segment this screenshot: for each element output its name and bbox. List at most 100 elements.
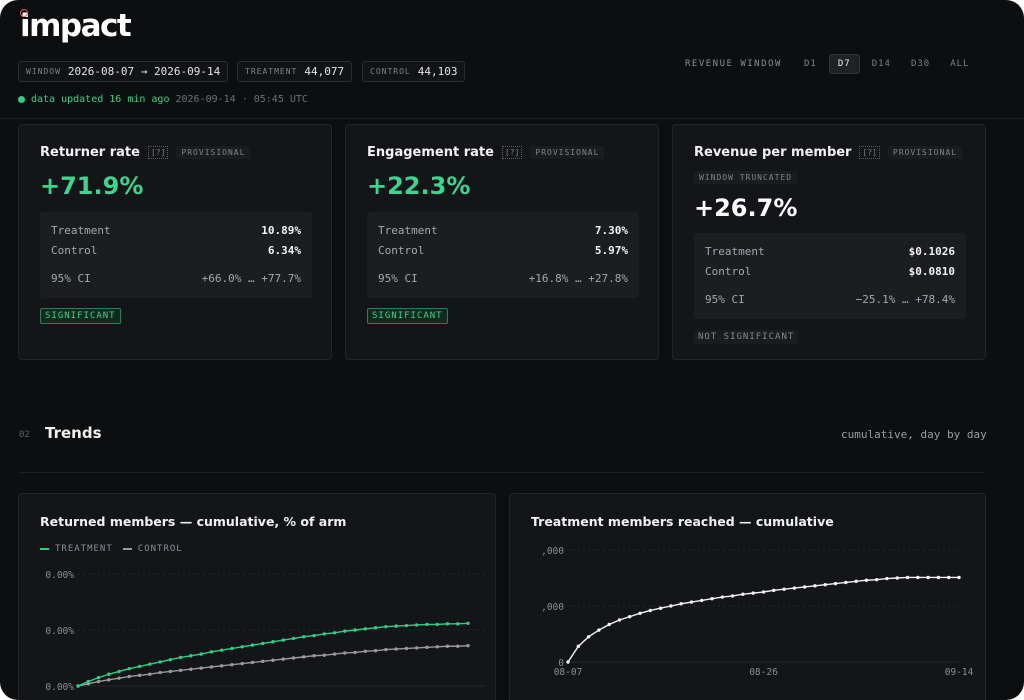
data-point <box>936 575 941 580</box>
data-point <box>158 670 162 675</box>
treatment-row: Treatment 7.30% <box>378 224 628 237</box>
control-value: $0.0810 <box>908 265 955 278</box>
data-point <box>230 646 234 651</box>
treatment-label: Treatment <box>705 245 765 258</box>
control-count-label: CONTROL <box>370 67 411 76</box>
data-point <box>343 629 347 633</box>
ci-row: 95% CI −25.1% … +78.4% <box>705 293 955 306</box>
provisional-tag: PROVISIONAL <box>530 146 605 159</box>
section-note: cumulative, day by day <box>841 428 987 441</box>
data-updated-status: data updated 16 min ago 2026-09-14 · 05:… <box>18 94 308 105</box>
window-truncated-tag: WINDOW TRUNCATED <box>694 171 798 184</box>
data-point <box>353 650 357 655</box>
control-label: Control <box>378 244 425 257</box>
data-point <box>178 655 183 660</box>
treatment-count-label: TREATMENT <box>245 67 298 76</box>
data-point <box>710 597 714 601</box>
data-point <box>425 645 429 650</box>
revenue-window-d7[interactable]: D7 <box>828 54 860 74</box>
treatment-value: 10.89% <box>261 224 301 237</box>
data-point <box>343 651 347 655</box>
data-point <box>741 592 745 596</box>
data-point <box>833 581 838 586</box>
help-icon[interactable]: [?] <box>501 146 523 159</box>
data-point <box>466 621 470 625</box>
treatment-chip: TREATMENT 44,077 <box>237 61 353 82</box>
data-point <box>127 666 132 671</box>
significance-badge: NOT SIGNIFICANT <box>694 330 799 344</box>
data-point <box>219 648 224 652</box>
significance-badge: SIGNIFICANT <box>40 308 121 324</box>
metric-title: Revenue per member <box>694 145 852 160</box>
data-point <box>199 652 203 656</box>
data-point <box>947 575 951 580</box>
data-point <box>209 650 214 654</box>
data-point <box>209 665 214 669</box>
x-tick-label: 08-07 <box>554 667 583 678</box>
data-point <box>404 646 409 651</box>
section-number: 02 <box>19 430 30 440</box>
data-point <box>219 664 224 668</box>
data-point <box>669 604 673 608</box>
data-point <box>813 584 817 588</box>
data-point <box>751 591 755 595</box>
data-point <box>332 631 337 635</box>
data-point <box>86 679 90 684</box>
y-tick-label: 0.00% <box>45 570 74 581</box>
ci-value: −25.1% … +78.4% <box>855 293 955 306</box>
updated-separator: · <box>241 94 248 105</box>
legend-treatment-label: TREATMENT <box>55 544 113 554</box>
series-line-treatment <box>77 622 469 687</box>
data-point <box>916 575 920 580</box>
y-tick-label: 0 <box>558 658 564 669</box>
data-point <box>895 576 899 580</box>
data-point <box>404 623 409 628</box>
metric-title: Returner rate <box>40 145 140 160</box>
revenue-window-d30[interactable]: D30 <box>910 59 931 69</box>
data-point <box>312 654 316 658</box>
metric-title: Engagement rate <box>367 145 494 160</box>
data-point <box>332 652 337 656</box>
metric-lift: +22.3% <box>367 172 471 200</box>
data-point <box>414 646 419 650</box>
data-point <box>414 623 419 627</box>
series-line-control <box>77 644 469 687</box>
data-point <box>445 622 450 626</box>
revenue-window-d1[interactable]: D1 <box>804 59 817 69</box>
data-point <box>700 598 704 603</box>
control-label: Control <box>705 265 752 278</box>
data-point <box>566 660 570 664</box>
help-icon[interactable]: [?] <box>147 146 169 159</box>
treatment-value: $0.1026 <box>908 245 955 258</box>
returned-members-chart: 0.00% 0.00% 0.00% <box>45 570 485 693</box>
data-point <box>158 660 162 664</box>
data-point <box>597 628 601 632</box>
data-point <box>823 583 827 587</box>
metric-card-revenue-per-member: Revenue per member [?] PROVISIONAL WINDO… <box>672 124 986 360</box>
metric-lift: +26.7% <box>694 194 798 222</box>
data-point <box>322 632 327 636</box>
data-point <box>96 675 101 680</box>
metric-stats-panel: Treatment $0.1026 Control $0.0810 95% CI… <box>694 233 966 319</box>
data-point <box>117 676 121 680</box>
revenue-window-all[interactable]: ALL <box>950 59 970 69</box>
logo-mark-icon <box>20 9 28 17</box>
live-status-dot-icon <box>18 96 25 103</box>
data-point <box>628 614 632 619</box>
data-point <box>302 635 306 639</box>
data-point <box>864 578 869 582</box>
data-point <box>271 658 275 662</box>
control-value: 6.34% <box>267 244 301 257</box>
ci-label: 95% CI <box>378 272 418 285</box>
data-point <box>302 655 306 659</box>
data-point <box>137 673 142 678</box>
chart-card-treatment-reached: Treatment members reached — cumulative 0… <box>509 493 986 700</box>
data-point <box>189 654 193 658</box>
data-point <box>926 575 930 580</box>
section-title: Trends <box>45 424 102 442</box>
metric-card-returner-rate: Returner rate [?] PROVISIONAL +71.9% Tre… <box>18 124 332 360</box>
chart-card-returned-members: Returned members — cumulative, % of arm … <box>18 493 496 700</box>
help-icon[interactable]: [?] <box>859 146 880 159</box>
data-point <box>394 624 398 628</box>
revenue-window-d14[interactable]: D14 <box>871 59 891 69</box>
